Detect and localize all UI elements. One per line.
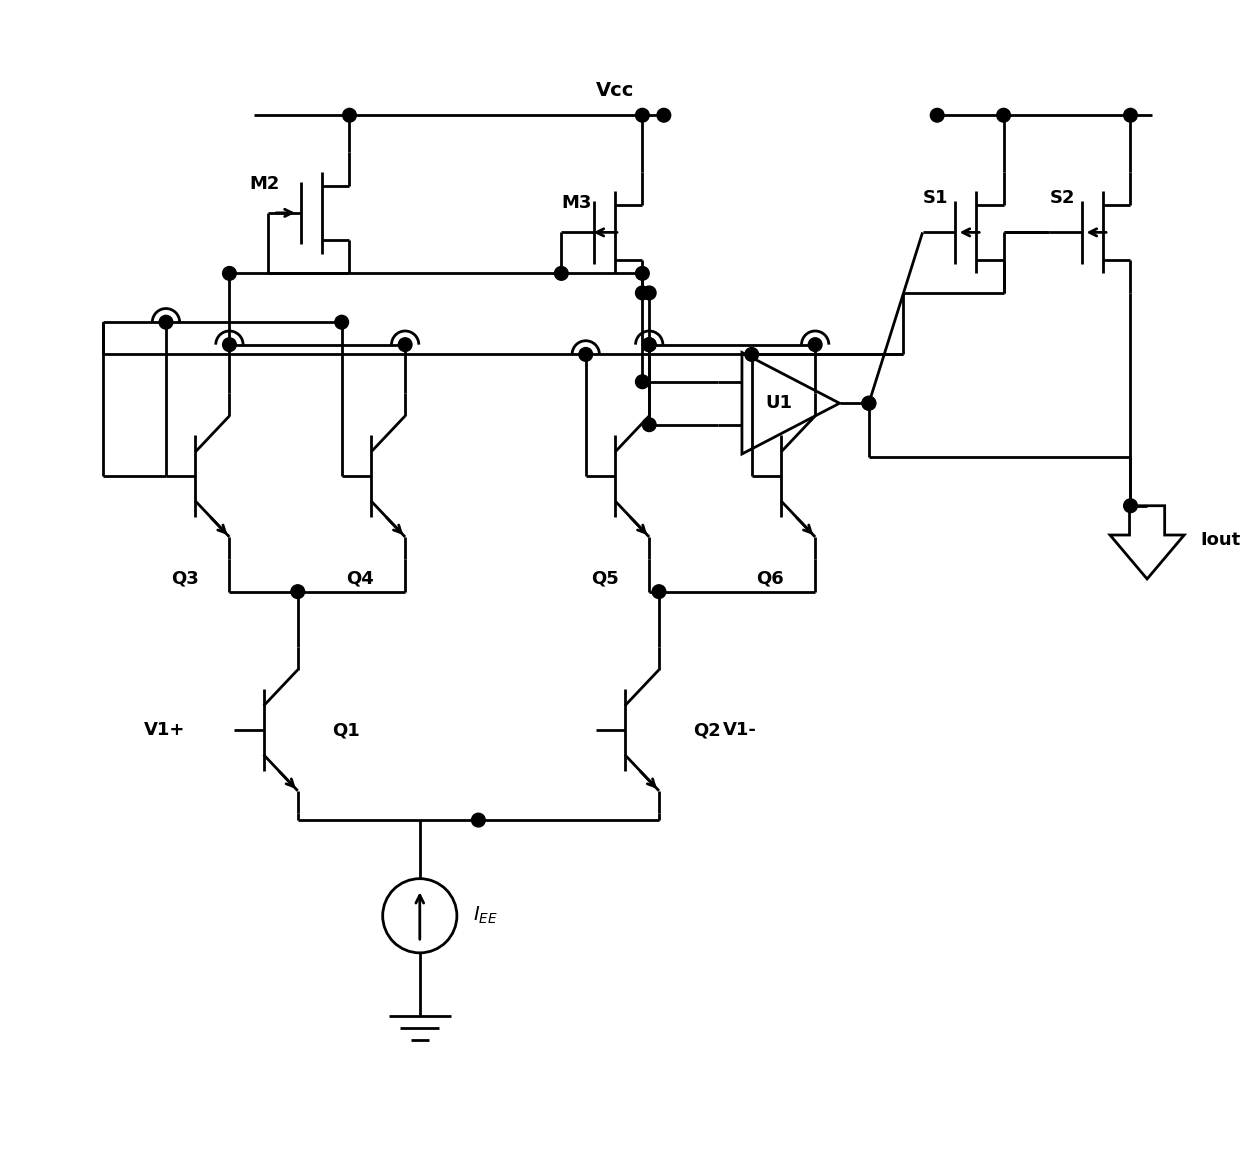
Text: Vcc: Vcc <box>596 81 634 100</box>
Text: M3: M3 <box>562 194 591 212</box>
Circle shape <box>159 315 172 329</box>
Text: Q5: Q5 <box>590 570 619 587</box>
Circle shape <box>997 108 1011 122</box>
Circle shape <box>223 338 237 352</box>
Circle shape <box>636 267 650 280</box>
Circle shape <box>657 108 671 122</box>
Circle shape <box>745 347 759 361</box>
Circle shape <box>291 585 305 599</box>
Text: Q4: Q4 <box>346 570 374 587</box>
Circle shape <box>471 814 485 827</box>
Circle shape <box>642 338 656 352</box>
Text: U1: U1 <box>765 395 792 412</box>
Circle shape <box>579 347 593 361</box>
Circle shape <box>1123 108 1137 122</box>
Text: S2: S2 <box>1049 189 1075 208</box>
Circle shape <box>554 267 568 280</box>
Text: $I_{EE}$: $I_{EE}$ <box>474 905 498 927</box>
Text: Q3: Q3 <box>171 570 198 587</box>
Circle shape <box>636 108 650 122</box>
Circle shape <box>335 315 348 329</box>
Text: Q2: Q2 <box>693 721 720 740</box>
Text: Iout: Iout <box>1200 531 1240 549</box>
Text: M2: M2 <box>249 174 279 193</box>
Circle shape <box>930 108 944 122</box>
Circle shape <box>1123 499 1137 512</box>
Text: V1-: V1- <box>723 721 756 740</box>
Circle shape <box>636 286 650 300</box>
Circle shape <box>652 585 666 599</box>
Circle shape <box>642 418 656 432</box>
Text: Q1: Q1 <box>332 721 360 740</box>
Circle shape <box>223 267 237 280</box>
Circle shape <box>642 338 656 352</box>
Text: Q6: Q6 <box>756 570 785 587</box>
Circle shape <box>636 375 650 389</box>
Circle shape <box>398 338 412 352</box>
Circle shape <box>642 286 656 300</box>
Circle shape <box>862 396 875 410</box>
Circle shape <box>862 396 875 410</box>
Text: S1: S1 <box>923 189 949 208</box>
Text: V1+: V1+ <box>144 721 186 740</box>
Circle shape <box>342 108 356 122</box>
Circle shape <box>808 338 822 352</box>
